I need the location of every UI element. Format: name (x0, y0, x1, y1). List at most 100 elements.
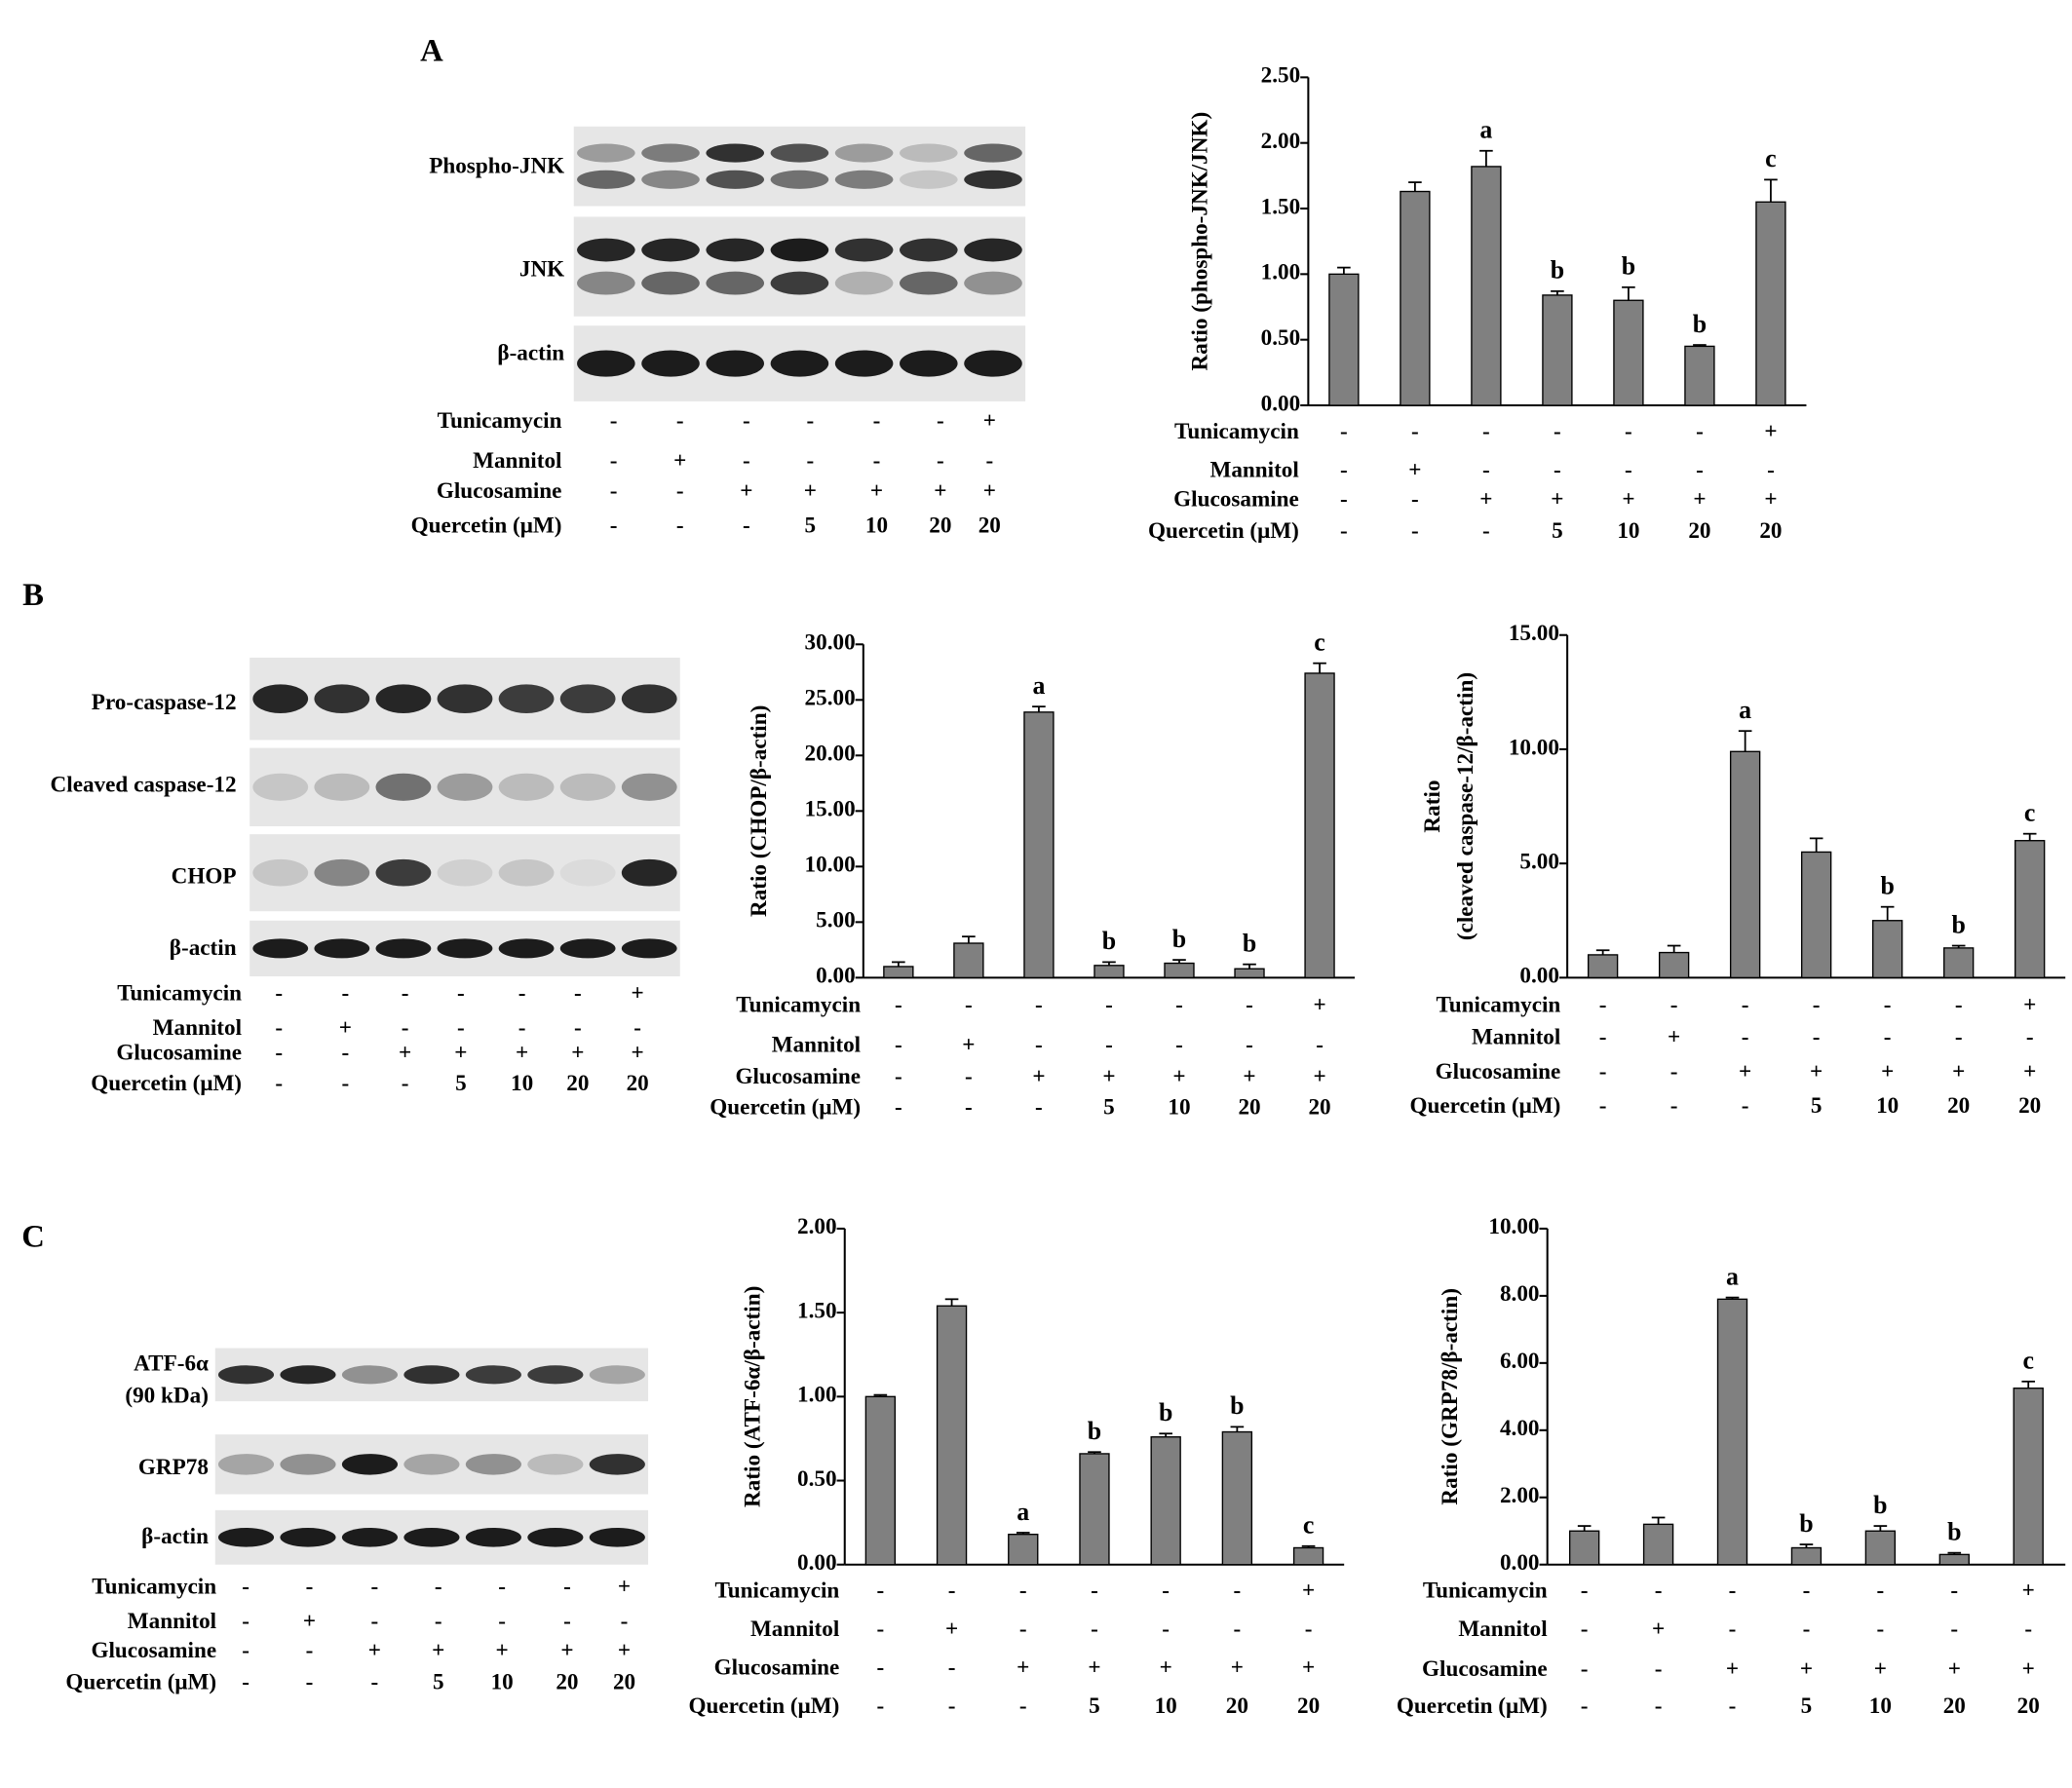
condition-value: + (1948, 1656, 1961, 1682)
blot-band (280, 1528, 336, 1547)
y-axis-label: Ratio (ATF-6α/β-actin) (740, 1286, 765, 1507)
condition-value: - (370, 1575, 378, 1600)
significance-letter: c (2022, 1347, 2034, 1375)
condition-value: + (1652, 1617, 1665, 1642)
condition-value: + (983, 478, 996, 504)
y-tick-label: 30.00 (805, 630, 856, 656)
blot-band (217, 1454, 275, 1475)
condition-name: Quercetin (μM) (411, 514, 562, 539)
blot-band (641, 271, 700, 295)
condition-value: - (1554, 457, 1561, 482)
condition-value: + (2022, 1656, 2035, 1682)
condition-value: + (1668, 1024, 1680, 1049)
blot-band (770, 271, 829, 295)
error-bar (1577, 1525, 1592, 1532)
condition-value: - (1742, 1093, 1749, 1119)
condition-value: 10 (491, 1670, 514, 1695)
condition-value: - (1813, 993, 1821, 1018)
y-axis-label: Ratio (phospho-JNK/JNK) (1188, 112, 1213, 371)
condition-value: - (242, 1638, 249, 1663)
condition-value: 5 (805, 514, 817, 539)
condition-value: 20 (978, 514, 1001, 539)
blot-band (252, 858, 309, 887)
blot-band (252, 773, 309, 801)
condition-value: - (563, 1575, 571, 1600)
y-tick-label: 15.00 (1509, 621, 1559, 646)
y-axis-label: Ratio (1420, 780, 1445, 833)
condition-value: - (610, 448, 618, 474)
condition-value: + (1726, 1656, 1739, 1682)
condition-value: - (1670, 1059, 1678, 1084)
condition-value: 20 (1688, 518, 1710, 544)
panel-label: B (22, 578, 44, 613)
condition-value: + (1408, 457, 1421, 482)
error-bar (1172, 959, 1186, 964)
blot-band (589, 1528, 645, 1547)
condition-name: Tunicamycin (438, 408, 562, 434)
condition-value: + (1764, 419, 1777, 444)
condition-name: Glucosamine (1436, 1059, 1561, 1084)
condition-value: - (1599, 1093, 1607, 1119)
blot-label: β-actin (497, 341, 564, 366)
condition-value: 20 (1238, 1095, 1260, 1121)
condition-value: - (1411, 486, 1419, 512)
blot-band (621, 684, 677, 713)
significance-letter: b (1159, 1398, 1172, 1427)
blot-band (964, 170, 1022, 189)
condition-value: - (937, 448, 944, 474)
condition-name: Tunicamycin (117, 980, 242, 1006)
condition-value: + (368, 1638, 381, 1663)
error-bar (1799, 1543, 1814, 1548)
condition-value: - (306, 1638, 314, 1663)
y-tick-label: 2.50 (1261, 63, 1301, 89)
significance-letter: a (1726, 1262, 1739, 1290)
condition-value: - (1581, 1693, 1589, 1719)
bar (1613, 299, 1644, 406)
y-axis-label: (cleaved caspase-12/β-actin) (1453, 672, 1478, 940)
condition-value: + (2023, 1059, 2036, 1084)
bar (1094, 965, 1125, 979)
y-tick-label: 0.00 (1500, 1550, 1540, 1576)
condition-value: - (1696, 419, 1704, 444)
error-bar (1738, 730, 1752, 752)
condition-value: - (1105, 1033, 1113, 1058)
condition-name: Quercetin (μM) (65, 1670, 216, 1695)
condition-value: + (632, 1041, 644, 1066)
condition-value: - (1767, 457, 1775, 482)
significance-letter: b (1951, 910, 1965, 938)
condition-value: - (873, 448, 881, 474)
panel-label: C (21, 1219, 45, 1254)
blot-band (834, 170, 894, 189)
condition-value: - (895, 1033, 902, 1058)
blot-band (465, 1365, 521, 1385)
condition-value: - (370, 1609, 378, 1634)
condition-value: - (1599, 1024, 1607, 1049)
condition-value: - (1950, 1617, 1958, 1642)
bar (953, 942, 984, 979)
condition-value: - (341, 980, 349, 1006)
blot-strip (249, 834, 680, 912)
blot-band (834, 350, 894, 377)
bar (1079, 1453, 1110, 1566)
blot-band (498, 773, 555, 801)
condition-value: + (1302, 1579, 1315, 1604)
bar (1150, 1436, 1181, 1566)
condition-name: Mannitol (128, 1609, 217, 1634)
condition-value: + (1088, 1655, 1100, 1681)
condition-value: - (676, 478, 684, 504)
y-tick-label: 10.00 (1488, 1214, 1539, 1239)
bar (1292, 1546, 1324, 1566)
blot-band (770, 238, 829, 262)
blot-background (214, 1434, 649, 1495)
blot-band (437, 773, 493, 801)
blot-strip (249, 920, 680, 976)
error-bar (1809, 837, 1823, 853)
condition-value: - (1599, 1059, 1607, 1084)
condition-value: - (341, 1041, 349, 1066)
condition-value: - (633, 1015, 641, 1041)
blot-band (465, 1528, 521, 1547)
bar (1943, 947, 1975, 979)
condition-value: - (275, 980, 283, 1006)
condition-value: + (1017, 1655, 1029, 1681)
